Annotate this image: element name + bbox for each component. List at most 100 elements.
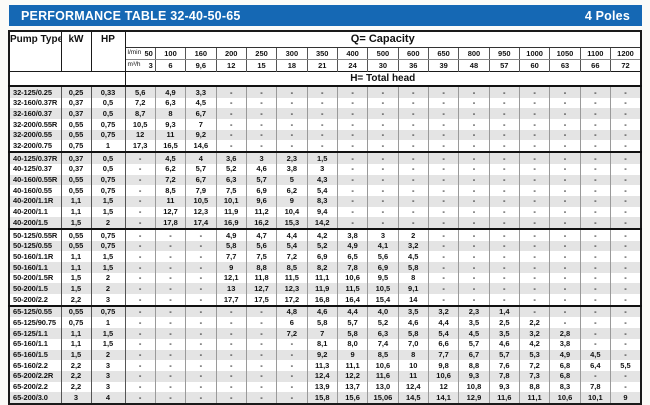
head-value-cell: -: [397, 140, 429, 153]
head-value-cell: -: [488, 262, 520, 273]
head-value-cell: 3,5: [488, 328, 520, 339]
head-value-cell: 9,2: [185, 129, 217, 141]
head-value-cell: 4,6: [488, 338, 520, 350]
head-value-cell: 3: [306, 163, 338, 175]
head-value-cell: -: [215, 129, 247, 141]
head-value-cell: -: [185, 392, 217, 404]
table-row: 50-125/0.55 0,55 0,75- - -5,8 5,6 5,4 5,2 4,9 4,1…: [9, 240, 642, 252]
head-value-cell: -: [276, 140, 308, 153]
head-value-cell: -: [215, 370, 247, 382]
pump-type-cell: 50-200/1.5: [9, 283, 62, 295]
head-value-cell: 14,1: [427, 392, 460, 404]
head-value-cell: -: [610, 370, 642, 382]
head-value-cell: 10,6: [336, 272, 369, 284]
head-value-cell: -: [185, 227, 217, 241]
hp-cell: 1,5: [90, 262, 126, 273]
head-value-cell: -: [245, 119, 278, 130]
head-value-cell: 6,7: [185, 174, 217, 186]
head-value-cell: -: [185, 317, 217, 329]
head-value-cell: 4,9: [549, 349, 581, 361]
hp-cell: 3: [90, 360, 126, 371]
head-value-cell: 12,7: [154, 206, 187, 218]
pump-type-cell: 32-160/0.37: [9, 108, 62, 120]
pump-type-cell: 65-125/0.55: [9, 304, 62, 318]
head-value-cell: 8,1: [306, 338, 338, 350]
head-value-cell: -: [610, 119, 642, 130]
table-row: 65-200/2.2R 2,2 3- - - - - -12,4 12,2 11,6 11 10,6 9…: [9, 370, 642, 382]
head-value-cell: 7,8: [579, 381, 612, 393]
hp-cell: 1: [90, 140, 126, 153]
head-value-cell: -: [579, 151, 612, 164]
head-value-cell: 7: [185, 119, 217, 130]
head-value-cell: -: [185, 338, 217, 350]
pump-type-cell: 40-160/0.55R: [9, 174, 62, 186]
pump-type-cell: 32-200/0.55R: [9, 119, 62, 130]
head-value-cell: -: [579, 206, 612, 218]
head-value-cell: -: [245, 392, 278, 404]
head-value-cell: 8: [397, 272, 429, 284]
head-value-cell: -: [154, 370, 187, 382]
pump-type-cell: 50-200/2.2: [9, 294, 62, 306]
hp-cell: 0,33: [90, 86, 126, 98]
head-value-cell: -: [488, 272, 520, 284]
head-value-cell: -: [579, 251, 612, 262]
head-value-cell: -: [427, 97, 460, 109]
head-value-cell: -: [458, 251, 490, 262]
head-value-cell: -: [488, 129, 520, 141]
head-value-cell: -: [367, 86, 399, 98]
head-value-cell: 12,9: [458, 392, 490, 404]
head-value-cell: -: [518, 217, 551, 229]
head-value-cell: -: [367, 174, 399, 186]
head-value-cell: -: [579, 217, 612, 229]
head-value-cell: -: [518, 294, 551, 306]
head-value-cell: -: [276, 381, 308, 393]
head-value-cell: -: [215, 349, 247, 361]
head-value-cell: -: [154, 317, 187, 329]
head-value-cell: 12,3: [276, 283, 308, 295]
head-value-cell: -: [579, 119, 612, 130]
head-value-cell: -: [518, 272, 551, 284]
head-value-cell: 10,5: [124, 119, 156, 130]
head-value-cell: 9,6: [245, 195, 278, 207]
head-value-cell: 9,4: [306, 206, 338, 218]
page-title: PERFORMANCE TABLE 32-40-50-65: [21, 8, 241, 23]
head-value-cell: -: [549, 129, 581, 141]
head-value-cell: 6,5: [336, 251, 369, 262]
head-value-cell: -: [185, 304, 217, 318]
head-value-cell: 9: [215, 262, 247, 273]
head-value-cell: -: [245, 108, 278, 120]
head-value-cell: -: [549, 217, 581, 229]
head-value-cell: -: [579, 240, 612, 252]
head-value-cell: -: [367, 119, 399, 130]
head-value-cell: -: [427, 227, 460, 241]
flow-lmin-cell: 1050: [549, 47, 581, 60]
head-value-cell: 11,2: [245, 206, 278, 218]
flow-m3h-cell: 18: [276, 59, 308, 72]
head-value-cell: -: [518, 206, 551, 218]
head-value-cell: -: [458, 206, 490, 218]
head-value-cell: -: [397, 195, 429, 207]
head-value-cell: -: [488, 174, 520, 186]
head-value-cell: -: [518, 108, 551, 120]
head-value-cell: 8,5: [154, 185, 187, 196]
head-value-cell: -: [336, 129, 369, 141]
flow-lmin-cell-value: 50: [144, 48, 153, 58]
head-value-cell: -: [124, 174, 156, 186]
head-value-cell: -: [488, 140, 520, 153]
head-value-cell: -: [336, 86, 369, 98]
head-value-cell: 3,2: [427, 304, 460, 318]
head-value-cell: 5,7: [245, 174, 278, 186]
head-value-cell: -: [610, 163, 642, 175]
head-value-cell: -: [336, 140, 369, 153]
head-value-cell: -: [336, 174, 369, 186]
hp-cell: 0,75: [90, 304, 126, 318]
head-value-cell: 4,5: [397, 251, 429, 262]
head-value-cell: -: [518, 283, 551, 295]
head-value-cell: 15,6: [336, 392, 369, 404]
table-row: 65-200/3.0 3 4- - - - - -15,8 15,6 15,06 14,5 14,1 1…: [9, 392, 642, 404]
kw-cell: 1,5: [60, 217, 92, 229]
head-value-cell: -: [458, 108, 490, 120]
hp-cell: 3: [90, 381, 126, 393]
head-value-cell: 8,7: [124, 108, 156, 120]
head-value-cell: 4,4: [336, 304, 369, 318]
